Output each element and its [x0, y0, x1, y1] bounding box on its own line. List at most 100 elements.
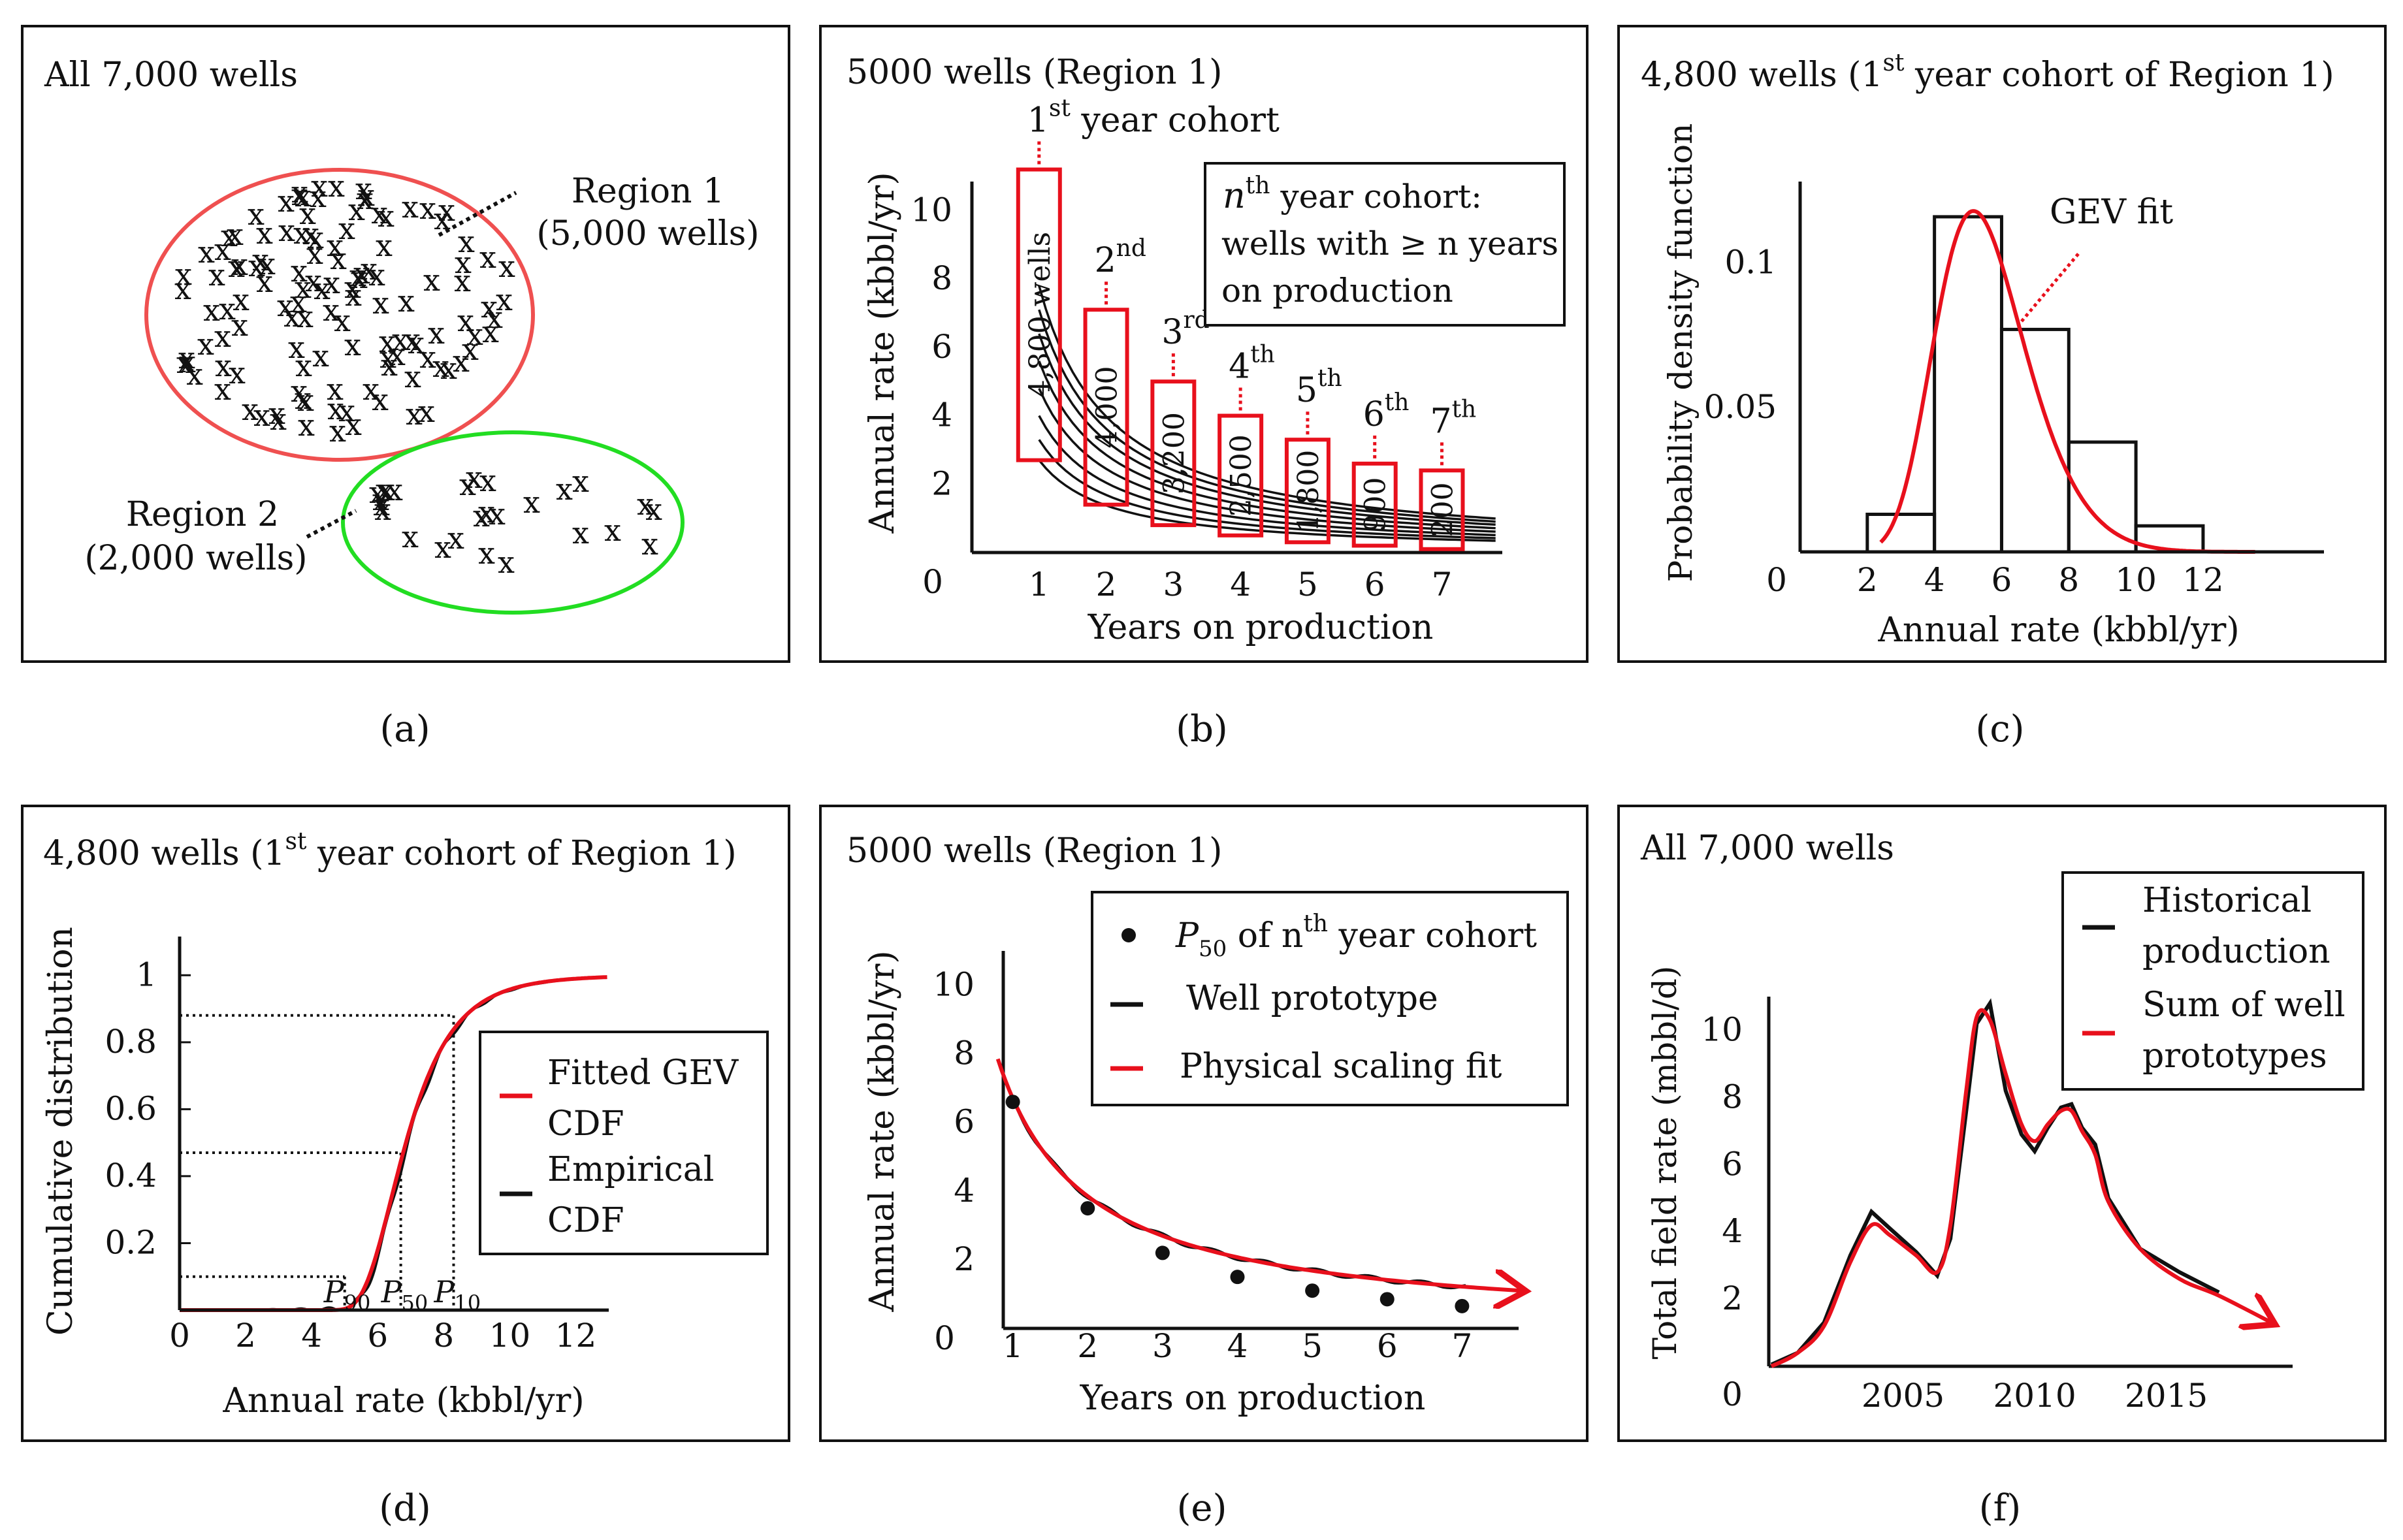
b-cohort-box — [1284, 438, 1331, 545]
b-cohort-count: 900 — [1359, 477, 1393, 532]
f-y-tick: 2 — [1722, 1279, 1743, 1317]
well-marker: x — [270, 402, 287, 437]
well-marker: x — [447, 521, 464, 556]
well-marker: x — [479, 463, 496, 498]
b-cohort-box — [1351, 461, 1398, 548]
well-marker: x — [283, 298, 300, 334]
b-y-tick: 10 — [911, 191, 952, 229]
f-y-tick-labels: 2 4 6 8 10 — [1701, 1010, 1743, 1317]
well-marker: x — [302, 216, 319, 251]
panel-d-frame — [21, 805, 790, 1442]
well-marker: x — [368, 257, 385, 293]
e-p50-point — [1455, 1298, 1470, 1313]
well-marker: x — [357, 181, 374, 216]
b-cohort-box — [1218, 413, 1264, 537]
b-x-tick: 4 — [1230, 566, 1251, 603]
f-y-tick: 4 — [1722, 1212, 1743, 1250]
e-y-tick-labels: 2 4 6 8 10 — [933, 966, 975, 1278]
b-y-tick: 2 — [931, 464, 952, 502]
e-legend-p50-sup: th — [1303, 910, 1328, 937]
well-marker: x — [408, 325, 425, 361]
well-marker: x — [478, 536, 495, 571]
well-marker: x — [233, 282, 250, 317]
well-marker: x — [355, 171, 372, 206]
well-marker: x — [406, 396, 423, 432]
c-title-pre: 4,800 wells (1 — [1641, 56, 1883, 95]
well-marker: x — [314, 271, 331, 306]
c-y-tick: 0.05 — [1704, 388, 1777, 426]
well-marker: x — [253, 398, 270, 433]
panel-b-title: 5000 wells (Region 1) — [847, 53, 1222, 92]
caption-b: (b) — [1176, 708, 1228, 750]
panel-c: 4,800 wells (1st year cohort of Region 1… — [1617, 25, 2387, 750]
caption-c: (c) — [1975, 708, 2024, 750]
well-marker: x — [329, 413, 346, 449]
d-y-tick: 1 — [136, 955, 157, 993]
well-marker: x — [348, 192, 365, 227]
b-y-tick-labels: 2 4 6 8 10 — [911, 191, 952, 502]
well-marker: x — [288, 330, 305, 365]
e-p50-point — [1080, 1201, 1095, 1216]
well-marker: x — [482, 314, 499, 349]
panel-a-frame — [21, 25, 790, 663]
e-y-tick: 6 — [954, 1103, 975, 1141]
b-cohort-count: 200 — [1426, 483, 1459, 537]
b-cohort-boxes: 1st year cohort 4,800 wells 2nd 4,000 3rd 3,2… — [1016, 95, 1476, 551]
c-hist-bar — [1999, 327, 2071, 554]
f-x-tick: 2005 — [1862, 1377, 1944, 1415]
well-marker: x — [268, 396, 285, 431]
well-marker: x — [221, 218, 238, 253]
b-ylabel: Annual rate (kbbl/yr) — [863, 172, 902, 534]
e-legend-p50-base: P — [1175, 916, 1199, 955]
well-marker: x — [259, 246, 276, 281]
well-marker: x — [486, 300, 503, 335]
well-marker: x — [604, 513, 621, 548]
b-legend-line3: on production — [1221, 272, 1453, 310]
well-marker: x — [176, 345, 193, 380]
e-x-tick: 1 — [1003, 1327, 1024, 1365]
d-title-pre: 4,800 wells (1 — [43, 834, 285, 873]
well-marker: x — [432, 349, 449, 384]
b-cohort-count: 4,000 — [1091, 366, 1124, 448]
d-legend-box — [479, 1031, 769, 1255]
c-x-tick: 2 — [1857, 561, 1878, 599]
d-y-tick: 0.8 — [105, 1023, 157, 1061]
d-percentile-label: P90 — [323, 1274, 371, 1315]
well-marker: x — [372, 285, 389, 321]
well-marker: x — [462, 332, 479, 367]
c-x-tick: 8 — [2058, 561, 2079, 599]
well-marker: x — [645, 492, 662, 527]
e-x-tick-labels: 1 2 3 4 5 6 7 — [1003, 1327, 1473, 1365]
e-x-tick: 6 — [1377, 1327, 1398, 1365]
well-marker: x — [242, 392, 259, 427]
e-origin: 0 — [934, 1319, 955, 1357]
region2-count: (2,000 wells) — [84, 539, 307, 578]
e-legend-p50-suffix: year cohort — [1328, 916, 1537, 955]
b-x-tick: 6 — [1364, 566, 1385, 603]
b-legend-line2: wells with ≥ n years — [1221, 225, 1558, 263]
well-marker: x — [372, 482, 389, 517]
well-marker: x — [345, 407, 362, 442]
panel-d-title: 4,800 wells (1st year cohort of Region 1… — [43, 828, 737, 873]
d-x-tick: 12 — [555, 1317, 597, 1355]
well-marker: x — [323, 265, 340, 300]
well-marker: x — [178, 340, 195, 376]
d-percentile-guides — [180, 1014, 455, 1310]
f-sum-of-well-prototypes — [1770, 1008, 2272, 1368]
well-marker: x — [295, 270, 312, 305]
region1-count: (5,000 wells) — [536, 214, 759, 253]
panel-e-frame — [819, 805, 1589, 1442]
well-marker: x — [175, 257, 192, 292]
panel-f-title: All 7,000 wells — [1640, 829, 1894, 868]
well-marker: x — [228, 249, 245, 284]
c-hist-bar — [1933, 215, 2003, 554]
well-marker: x — [328, 168, 345, 204]
e-p50-point — [1230, 1270, 1245, 1285]
well-marker: x — [402, 189, 419, 225]
well-marker: x — [440, 351, 457, 386]
well-marker: x — [641, 526, 658, 562]
well-marker: x — [345, 278, 362, 313]
e-x-tick: 4 — [1227, 1327, 1248, 1365]
